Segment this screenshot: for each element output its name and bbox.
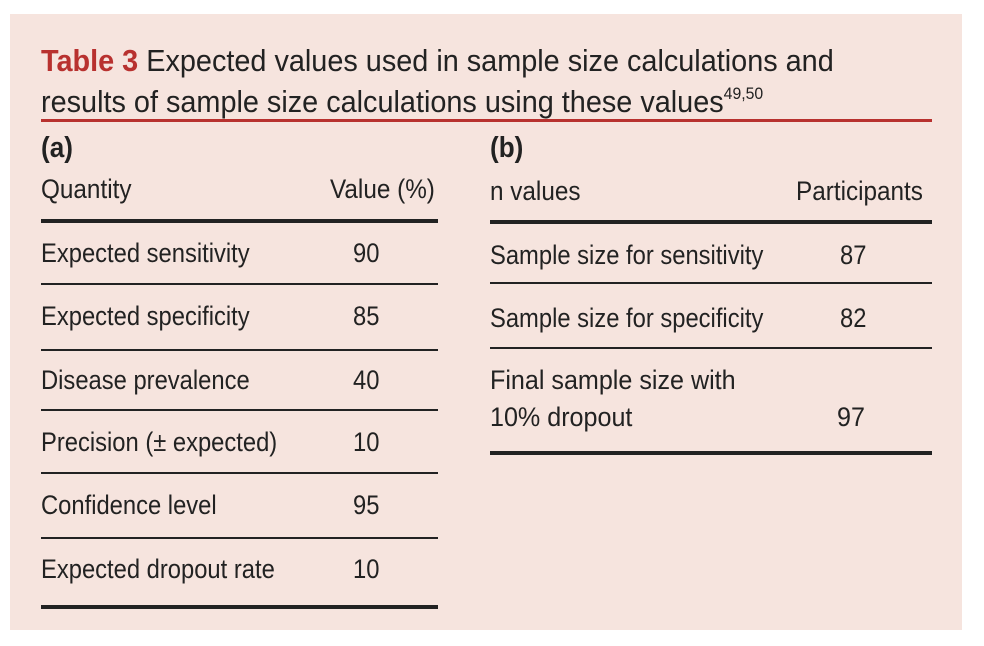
table-b-header-participants: Participants <box>796 176 923 206</box>
table-a-row-value: 10 <box>353 427 380 457</box>
title-citation: 49,50 <box>723 83 764 103</box>
table-b-final-value: 97 <box>837 402 865 432</box>
table-a-row-divider <box>41 349 438 351</box>
table-b-final-line-2: 10% dropout <box>490 402 633 432</box>
table-a-label: (a) <box>41 132 73 164</box>
table-a-row-divider <box>41 472 438 474</box>
table-a-row-quantity: Precision (± expected) <box>41 427 278 457</box>
table-number: Table 3 <box>41 43 139 78</box>
table-a-row-divider <box>41 409 438 411</box>
table-a-header-rule <box>41 219 438 223</box>
table-b-final-line-1: Final sample size with <box>490 365 736 395</box>
table-b-label: (b) <box>490 132 524 164</box>
table-b-row-divider <box>490 282 932 284</box>
table-b-row-value: 82 <box>840 303 867 333</box>
table-a-header-quantity: Quantity <box>41 174 132 204</box>
table-a-row-quantity: Expected dropout rate <box>41 554 275 584</box>
title-line-2: results of sample size calculations usin… <box>41 84 724 119</box>
table-a-row-value: 85 <box>353 301 380 331</box>
table-a-row-quantity: Confidence level <box>41 490 217 520</box>
table-b-header-rule <box>490 220 932 224</box>
table-a-bottom-rule <box>41 605 438 609</box>
table-a-row-quantity: Expected specificity <box>41 301 250 331</box>
table-a-row-value: 95 <box>353 490 380 520</box>
table-a-row-quantity: Disease prevalence <box>41 365 250 395</box>
title-line-1: Expected values used in sample size calc… <box>146 43 834 78</box>
table-title: Table 3 Expected values used in sample s… <box>41 40 878 122</box>
table-a-row-value: 10 <box>353 554 380 584</box>
table-a-row-divider <box>41 537 438 539</box>
table-a-header-value: Value (%) <box>330 174 435 204</box>
table-b-header-name: n values <box>490 176 581 206</box>
table-b-row-divider <box>490 347 932 349</box>
table-b-row-name: Sample size for sensitivity <box>490 240 764 270</box>
table-b-row-value: 87 <box>840 240 867 270</box>
table-panel: Table 3 Expected values used in sample s… <box>10 14 962 630</box>
table-b-row-name: Sample size for specificity <box>490 303 764 333</box>
table-a-row-value: 90 <box>353 238 380 268</box>
table-a-row-quantity: Expected sensitivity <box>41 238 250 268</box>
table-a-row-divider <box>41 283 438 285</box>
table-a-row-value: 40 <box>353 365 380 395</box>
title-divider <box>41 119 932 122</box>
table-b-bottom-rule <box>490 451 932 455</box>
